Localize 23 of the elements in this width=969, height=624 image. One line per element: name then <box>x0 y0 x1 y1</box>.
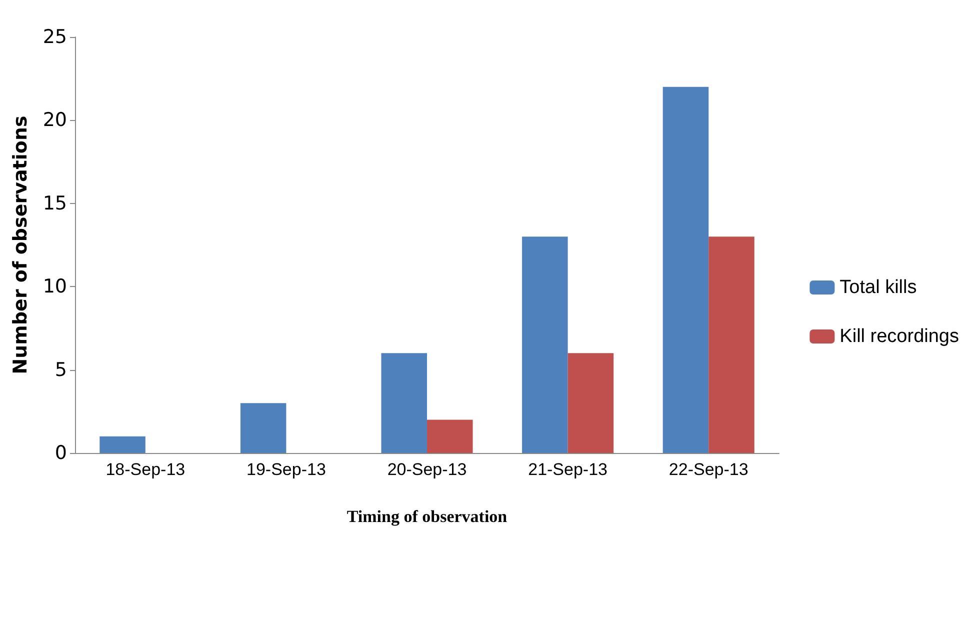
legend-label: Kill recordings <box>840 326 960 347</box>
bar <box>522 236 568 453</box>
legend-label: Total kills <box>840 277 917 298</box>
x-tick-label: 20-Sep-13 <box>387 460 467 479</box>
bar <box>427 420 473 453</box>
bar <box>568 353 614 453</box>
x-tick-label: 18-Sep-13 <box>106 460 186 479</box>
x-axis-title: Timing of observation <box>346 507 508 526</box>
y-axis-title: Number of observations <box>10 116 32 374</box>
x-tick-label: 21-Sep-13 <box>528 460 608 479</box>
bar <box>662 86 709 453</box>
x-tick-label: 22-Sep-13 <box>668 460 748 479</box>
bar <box>100 436 146 453</box>
y-tick-label: 10 <box>42 276 67 298</box>
bar <box>708 236 754 453</box>
y-tick-label: 0 <box>54 442 67 464</box>
bar <box>381 353 427 453</box>
x-tick-label: 19-Sep-13 <box>246 460 326 479</box>
bar <box>240 403 286 453</box>
y-tick-label: 25 <box>42 26 67 48</box>
y-tick-label: 15 <box>42 192 67 214</box>
y-tick-label: 20 <box>42 109 67 132</box>
y-tick-label: 5 <box>54 358 67 381</box>
